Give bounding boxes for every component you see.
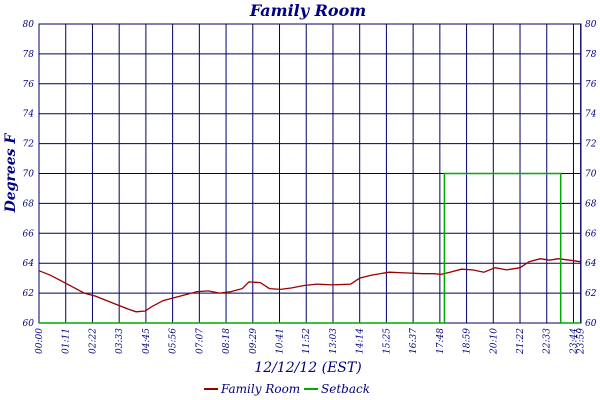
legend: Family Room Setback <box>204 382 370 396</box>
y-tick-label-right: 80 <box>585 20 597 30</box>
x-tick-label: 23:59 <box>577 328 587 355</box>
y-tick-label-left: 78 <box>23 50 35 60</box>
y-tick-label-left: 76 <box>23 80 35 90</box>
x-tick-label: 14:14 <box>356 328 366 354</box>
x-tick-label: 22:33 <box>543 328 553 355</box>
legend-label-setback: Setback <box>321 382 370 396</box>
y-axis-left: 60 62 64 66 68 70 72 74 76 78 80 <box>23 20 35 329</box>
x-tick-label: 05:56 <box>169 328 179 354</box>
y-tick-label-right: 70 <box>585 170 597 180</box>
legend-label-family-room: Family Room <box>220 382 300 396</box>
y-tick-label-left: 68 <box>23 199 35 209</box>
y-tick-label-right: 60 <box>585 319 597 329</box>
y-tick-label-left: 72 <box>23 140 35 150</box>
x-tick-label: 17:48 <box>436 328 446 354</box>
x-tick-label: 09:29 <box>249 328 259 354</box>
x-tick-label: 04:45 <box>142 328 152 354</box>
x-tick-label: 02:22 <box>88 328 98 354</box>
x-tick-label: 11:52 <box>302 328 312 354</box>
series-layer <box>38 172 581 324</box>
series-line-setback <box>39 172 581 324</box>
x-tick-label: 13:03 <box>329 328 339 354</box>
x-tick-label: 10:41 <box>276 328 286 354</box>
y-tick-label-right: 64 <box>585 259 597 269</box>
y-tick-label-left: 62 <box>23 289 35 299</box>
y-tick-label-right: 76 <box>585 80 597 90</box>
y-tick-label-right: 78 <box>585 50 597 60</box>
y-tick-label-left: 74 <box>23 110 35 120</box>
x-tick-label: 23:44 <box>569 328 579 355</box>
x-tick-label: 18:59 <box>463 328 473 354</box>
x-tick-label: 20:10 <box>489 328 499 355</box>
x-tick-label: 21:22 <box>516 328 526 355</box>
x-tick-label: 16:37 <box>409 328 419 354</box>
y-tick-label-left: 64 <box>23 259 35 269</box>
y-tick-label-left: 70 <box>23 170 35 180</box>
y-tick-label-left: 80 <box>23 20 35 30</box>
y-axis-right: 60 62 64 66 68 70 72 74 76 78 80 <box>585 20 597 329</box>
y-tick-label-left: 66 <box>23 229 35 239</box>
y-tick-label-left: 60 <box>23 319 35 329</box>
y-tick-label-right: 74 <box>585 110 597 120</box>
x-tick-label: 00:00 <box>35 328 45 354</box>
series-line-family-room <box>38 258 581 313</box>
y-axis-title: Degrees F <box>3 133 19 214</box>
x-axis: 00:00 01:11 02:22 03:33 04:45 05:56 07:07 08:18… <box>35 328 587 355</box>
x-tick-label: 15:25 <box>382 328 392 354</box>
chart-title: Family Room <box>249 1 366 20</box>
y-tick-label-right: 62 <box>585 289 597 299</box>
y-tick-label-right: 66 <box>585 229 597 239</box>
y-tick-label-right: 72 <box>585 140 597 150</box>
y-tick-label-right: 68 <box>585 199 597 209</box>
x-tick-label: 03:33 <box>115 328 125 354</box>
grid <box>38 23 582 324</box>
x-tick-label: 08:18 <box>222 328 232 354</box>
x-tick-label: 07:07 <box>195 328 205 354</box>
x-tick-label: 01:11 <box>62 328 72 354</box>
x-axis-title: 12/12/12 (EST) <box>254 360 361 376</box>
